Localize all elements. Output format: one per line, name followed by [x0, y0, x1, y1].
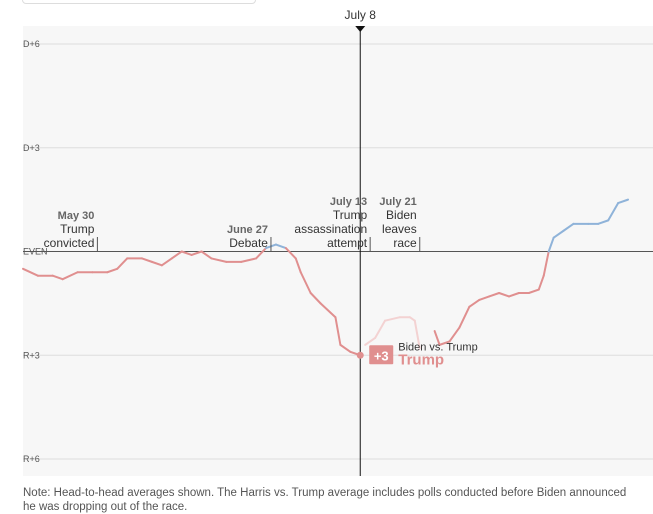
annotation-text: Biden: [386, 208, 417, 222]
series-2-segment: [458, 305, 471, 329]
y-tick-label: EVEN: [23, 247, 48, 257]
series-2-segment: [607, 202, 620, 222]
series-0-segment: [339, 343, 352, 353]
annotation-text: Debate: [229, 236, 268, 250]
y-tick-label: D+6: [23, 39, 40, 49]
series-0-segment: [309, 292, 322, 305]
series-2-segment: [562, 222, 575, 232]
annotation-text: Trump: [333, 208, 368, 222]
annotation-text: Trump: [60, 222, 95, 236]
y-tick-label: R+3: [23, 350, 40, 360]
series-0-segment: [51, 274, 64, 281]
series-2-segment: [597, 219, 610, 225]
series-2-segment: [498, 292, 511, 298]
y-tick-label: R+6: [23, 454, 40, 464]
cursor-point: [356, 351, 364, 359]
series-1-segment: [408, 316, 416, 322]
series-2-segment: [527, 288, 540, 294]
series-2-segment: [438, 340, 451, 346]
chart-note: Note: Head-to-head averages shown. The H…: [23, 487, 627, 513]
series-0-segment: [22, 267, 39, 277]
series-2-segment: [537, 274, 545, 291]
series-0-segment: [255, 247, 268, 260]
series-0-segment: [190, 250, 203, 256]
series-2-segment: [552, 229, 565, 239]
cursor-marker-icon: [355, 26, 366, 32]
series-0-segment: [160, 257, 173, 267]
annotation-text: attempt: [327, 236, 368, 250]
series-2-segment: [433, 330, 441, 346]
series-0-segment: [150, 260, 163, 267]
series-0-segment: [334, 316, 342, 346]
series-2-segment: [547, 236, 555, 253]
series-0-segment: [106, 267, 119, 274]
value-badge-text: +3: [374, 348, 389, 363]
series-0-segment: [210, 257, 228, 263]
series-2-segment: [478, 295, 491, 301]
value-badge: [369, 345, 394, 365]
series-2-segment: [542, 250, 550, 277]
series-2-segment: [448, 326, 461, 343]
value-series-label: Biden vs. Trump: [398, 341, 477, 353]
y-tick-label: D+3: [23, 143, 40, 153]
annotation-date: May 30: [58, 210, 95, 222]
series-0-segment: [274, 243, 287, 250]
series-0-segment: [294, 257, 302, 274]
series-2-segment: [508, 292, 520, 298]
annotation-date: June 27: [227, 224, 268, 236]
series-0-segment: [116, 257, 129, 270]
annotation-text: convicted: [44, 236, 95, 250]
series-0-segment: [284, 247, 297, 260]
series-2-segment: [468, 298, 481, 308]
annotation-date: July 13: [330, 196, 367, 208]
series-0-segment: [141, 257, 153, 263]
cursor-date-label: July 8: [345, 8, 377, 22]
series-2-segment: [488, 292, 501, 298]
annotation-text: assassination: [294, 222, 367, 236]
series-2-segment: [617, 198, 630, 205]
series-0-segment: [240, 257, 258, 263]
series-1-segment: [413, 319, 421, 350]
series-1-segment: [374, 319, 387, 339]
annotation-date: July 21: [379, 196, 416, 208]
series-1-segment: [384, 316, 401, 322]
series-0-segment: [299, 271, 312, 294]
series-0-segment: [180, 250, 193, 256]
series-0-segment: [200, 250, 213, 260]
value-winner-label: Trump: [398, 351, 444, 368]
series-0-segment: [319, 302, 337, 319]
annotation-text: race: [393, 236, 417, 250]
series-1-segment: [364, 336, 377, 346]
annotation-text: leaves: [382, 222, 417, 236]
series-0-segment: [61, 271, 79, 281]
series-0-segment: [170, 250, 183, 260]
